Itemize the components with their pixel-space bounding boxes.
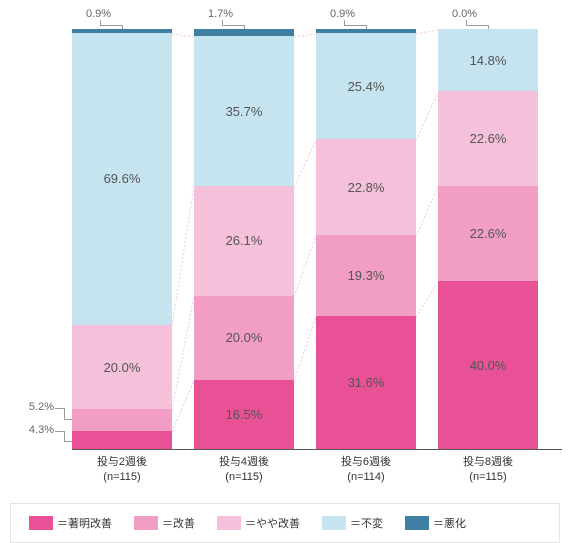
leader-line bbox=[64, 419, 72, 420]
legend-label: ＝著明改善 bbox=[57, 515, 112, 531]
segment-no_change: 14.8% bbox=[438, 29, 538, 91]
segment-improvement: 22.6% bbox=[438, 186, 538, 281]
ext-label-0: 5.2% bbox=[14, 401, 54, 413]
legend-swatch bbox=[322, 516, 346, 530]
segment-label: 69.6% bbox=[104, 171, 141, 186]
top-label-1: 1.7% bbox=[208, 8, 233, 20]
top-label-0: 0.9% bbox=[86, 8, 111, 20]
x-label-0: 投与2週後(n=115) bbox=[72, 455, 172, 486]
segment-label: 35.7% bbox=[226, 104, 263, 119]
x-label-1: 投与4週後(n=115) bbox=[194, 455, 294, 486]
segment-label: 25.4% bbox=[348, 79, 385, 94]
legend-item-no_change: ＝不変 bbox=[322, 515, 383, 531]
plot-area: 20.0% 69.6% 16.5% 20.0% 26.1% 35.7% 31.6% 19.3%… bbox=[72, 30, 562, 450]
legend-item-improvement: ＝改善 bbox=[134, 515, 195, 531]
segment-improvement bbox=[72, 409, 172, 431]
x-label-3: 投与8週後(n=115) bbox=[438, 455, 538, 486]
x-label-2: 投与6週後(n=114) bbox=[316, 455, 416, 486]
legend: ＝著明改善 ＝改善 ＝やや改善 ＝不変 ＝悪化 bbox=[10, 503, 560, 543]
legend-swatch bbox=[134, 516, 158, 530]
segment-no_change: 35.7% bbox=[194, 36, 294, 186]
segment-no_change: 69.6% bbox=[72, 33, 172, 325]
x-label-line2: (n=115) bbox=[194, 470, 294, 485]
segment-label: 14.8% bbox=[470, 53, 507, 68]
legend-swatch bbox=[405, 516, 429, 530]
segment-slight_improvement: 22.8% bbox=[316, 139, 416, 235]
x-label-line2: (n=114) bbox=[316, 470, 416, 485]
legend-item-slight_improvement: ＝やや改善 bbox=[217, 515, 300, 531]
segment-marked_improvement: 16.5% bbox=[194, 380, 294, 449]
segment-worsening bbox=[194, 29, 294, 36]
segment-marked_improvement bbox=[72, 431, 172, 449]
leader-line bbox=[64, 431, 65, 441]
top-label-2: 0.9% bbox=[330, 8, 355, 20]
bar-2: 31.6% 19.3% 22.8% 25.4% bbox=[316, 30, 416, 449]
segment-label: 40.0% bbox=[470, 358, 507, 373]
x-label-line1: 投与2週後 bbox=[72, 455, 172, 470]
leader-line bbox=[222, 25, 244, 26]
leader-line bbox=[64, 408, 65, 419]
segment-worsening bbox=[72, 29, 172, 33]
x-label-line1: 投与6週後 bbox=[316, 455, 416, 470]
legend-label: ＝悪化 bbox=[433, 515, 466, 531]
segment-slight_improvement: 20.0% bbox=[72, 325, 172, 409]
stacked-bar-chart: 0.9% 1.7% 0.9% 0.0% 5.2% 4.3% 20.0% 69.6%… bbox=[0, 0, 570, 543]
legend-item-worsening: ＝悪化 bbox=[405, 515, 466, 531]
top-label-3: 0.0% bbox=[452, 8, 477, 20]
segment-worsening bbox=[316, 29, 416, 33]
bar-1: 16.5% 20.0% 26.1% 35.7% bbox=[194, 30, 294, 449]
segment-label: 26.1% bbox=[226, 233, 263, 248]
leader-line bbox=[55, 431, 64, 432]
leader-line bbox=[344, 25, 366, 26]
segment-label: 20.0% bbox=[104, 360, 141, 375]
x-label-line2: (n=115) bbox=[438, 470, 538, 485]
x-label-line1: 投与8週後 bbox=[438, 455, 538, 470]
segment-marked_improvement: 31.6% bbox=[316, 316, 416, 449]
ext-label-1: 4.3% bbox=[14, 424, 54, 436]
segment-label: 22.6% bbox=[470, 226, 507, 241]
legend-label: ＝やや改善 bbox=[245, 515, 300, 531]
legend-swatch bbox=[217, 516, 241, 530]
segment-no_change: 25.4% bbox=[316, 33, 416, 140]
leader-line bbox=[466, 25, 488, 26]
x-label-line1: 投与4週後 bbox=[194, 455, 294, 470]
segment-improvement: 19.3% bbox=[316, 235, 416, 316]
legend-label: ＝不変 bbox=[350, 515, 383, 531]
leader-line bbox=[100, 25, 122, 26]
x-label-line2: (n=115) bbox=[72, 470, 172, 485]
segment-label: 19.3% bbox=[348, 268, 385, 283]
segment-label: 31.6% bbox=[348, 375, 385, 390]
leader-line bbox=[55, 408, 64, 409]
segment-label: 16.5% bbox=[226, 407, 263, 422]
segment-improvement: 20.0% bbox=[194, 296, 294, 380]
legend-label: ＝改善 bbox=[162, 515, 195, 531]
segment-slight_improvement: 26.1% bbox=[194, 186, 294, 296]
segment-label: 20.0% bbox=[226, 330, 263, 345]
leader-line bbox=[64, 441, 72, 442]
segment-label: 22.8% bbox=[348, 180, 385, 195]
segment-slight_improvement: 22.6% bbox=[438, 91, 538, 186]
segment-marked_improvement: 40.0% bbox=[438, 281, 538, 449]
legend-swatch bbox=[29, 516, 53, 530]
legend-item-marked_improvement: ＝著明改善 bbox=[29, 515, 112, 531]
bar-0: 20.0% 69.6% bbox=[72, 30, 172, 449]
bar-3: 40.0% 22.6% 22.6% 14.8% bbox=[438, 30, 538, 449]
segment-label: 22.6% bbox=[470, 131, 507, 146]
